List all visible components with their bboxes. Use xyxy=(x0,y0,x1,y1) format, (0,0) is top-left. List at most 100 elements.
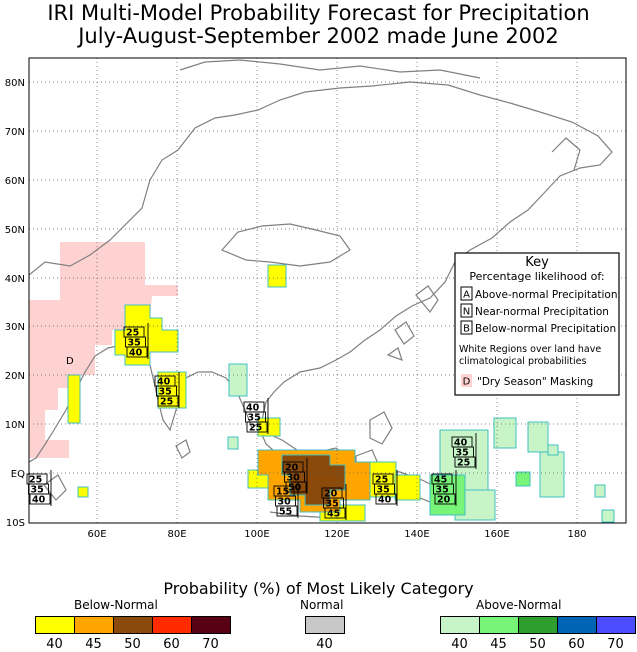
forecast-box-value: 25 xyxy=(126,328,139,339)
svg-text:50N: 50N xyxy=(5,225,25,236)
dry-season-marker: D xyxy=(66,356,74,367)
forecast-box-value: 35 xyxy=(128,338,141,349)
forecast-box-value: 25 xyxy=(29,475,42,486)
forecast-box-value: 35 xyxy=(377,485,390,496)
svg-text:EQ: EQ xyxy=(11,469,25,480)
key-note-line-2: climatological probabilities xyxy=(459,356,586,367)
legend-swatch-above xyxy=(596,616,636,634)
forecast-box-frame xyxy=(157,395,179,407)
forecast-box-value: 20 xyxy=(437,495,451,506)
legend-tick-below: 60 xyxy=(163,637,180,652)
svg-text:60E: 60E xyxy=(87,529,106,540)
forecast-box-value: 20 xyxy=(285,463,299,474)
legend-below-label: Below-Normal xyxy=(74,598,158,612)
key-letter-b: B xyxy=(463,324,470,335)
svg-text:30N: 30N xyxy=(5,322,25,333)
legend-normal-label: Normal xyxy=(300,598,344,612)
forecast-box-value: 40 xyxy=(378,495,392,506)
key-letter-a: A xyxy=(463,290,470,301)
legend-tick-above: 40 xyxy=(451,637,468,652)
key-dry-season: "Dry Season" Masking xyxy=(477,376,593,388)
key-note-line-1: White Regions over land have xyxy=(459,344,601,355)
forecast-box-value: 25 xyxy=(160,397,173,408)
svg-text:100E: 100E xyxy=(244,529,269,540)
legend-tick-below: 40 xyxy=(46,637,63,652)
legend-tick-below: 50 xyxy=(124,637,141,652)
forecast-box-frame xyxy=(285,481,307,493)
forecast-box-value: 45 xyxy=(434,475,447,486)
key-subheading: Percentage likelihood of: xyxy=(469,270,604,283)
legend-swatch-below xyxy=(35,616,75,634)
svg-text:80N: 80N xyxy=(5,78,25,89)
forecast-box-value: 45 xyxy=(327,509,340,520)
forecast-box-value: 40 xyxy=(32,495,46,506)
key-heading: Key xyxy=(525,255,549,270)
svg-text:80E: 80E xyxy=(167,529,186,540)
forecast-box-value: 35 xyxy=(436,485,449,496)
forecast-box-value: 40 xyxy=(157,377,171,388)
key-box: Key Percentage likelihood of: A Above-no… xyxy=(454,252,620,396)
forecast-box-frame xyxy=(454,456,476,468)
title-line-1: IRI Multi-Model Probability Forecast for… xyxy=(47,1,590,25)
forecast-box-value: 35 xyxy=(31,485,44,496)
forecast-box-frame xyxy=(126,346,148,358)
legend-tick-above: 60 xyxy=(568,637,585,652)
key-item-near: Near-normal Precipitation xyxy=(475,306,609,318)
forecast-box-frame xyxy=(324,507,346,519)
forecast-box-value: 30 xyxy=(287,473,301,484)
key-letter-d: D xyxy=(463,377,471,388)
legend-tick-above: 45 xyxy=(490,637,507,652)
forecast-box-frame xyxy=(246,421,268,433)
forecast-box-value: 20 xyxy=(324,489,338,500)
forecast-box-frame xyxy=(29,493,51,505)
legend-tick-above: 70 xyxy=(607,637,624,652)
key-item-below: Below-normal Precipitation xyxy=(475,323,616,335)
forecast-box-value: 35 xyxy=(159,387,172,398)
legend-tick-above: 50 xyxy=(529,637,546,652)
legend-swatch-below xyxy=(113,616,153,634)
forecast-boxes: 2535404035254035252535402030501530552035… xyxy=(26,323,477,520)
svg-text:10N: 10N xyxy=(5,420,25,431)
legend-swatch-above xyxy=(440,616,480,634)
svg-text:120E: 120E xyxy=(324,529,349,540)
legend-swatch-below xyxy=(74,616,114,634)
latitude-labels: 80N 70N 60N 50N 40N 30N 20N 10N EQ 10S xyxy=(5,78,25,529)
forecast-box-value: 40 xyxy=(454,438,468,449)
forecast-box-value: 35 xyxy=(248,413,261,424)
svg-text:160E: 160E xyxy=(484,529,509,540)
svg-text:10S: 10S xyxy=(6,518,25,529)
key-item-above: Above-normal Precipitation xyxy=(475,289,618,301)
legend-swatch-below xyxy=(191,616,231,634)
svg-text:180: 180 xyxy=(567,529,586,540)
forecast-box-value: 50 xyxy=(288,483,302,494)
legend-swatch-below xyxy=(152,616,192,634)
forecast-box-value: 30 xyxy=(278,497,292,508)
key-letter-n: N xyxy=(463,307,470,318)
svg-text:20N: 20N xyxy=(5,371,25,382)
legend-tick-normal: 40 xyxy=(316,637,333,652)
forecast-box-frame xyxy=(375,493,397,505)
forecast-box-value: 25 xyxy=(457,458,470,469)
legend-above-label: Above-Normal xyxy=(476,598,562,612)
above-normal-45-regions xyxy=(429,471,531,516)
forecast-box-value: 40 xyxy=(246,403,260,414)
legend-tick-below: 45 xyxy=(85,637,102,652)
forecast-box-value: 25 xyxy=(249,423,262,434)
legend-swatch-above xyxy=(557,616,597,634)
legend-title: Probability (%) of Most Likely Category xyxy=(163,579,474,598)
forecast-box-frame xyxy=(276,505,298,517)
forecast-box-value: 40 xyxy=(129,348,143,359)
forecast-box-value: 35 xyxy=(456,448,469,459)
svg-text:70N: 70N xyxy=(5,127,25,138)
legend-swatch-normal xyxy=(305,616,345,634)
legend-swatch-above xyxy=(518,616,558,634)
